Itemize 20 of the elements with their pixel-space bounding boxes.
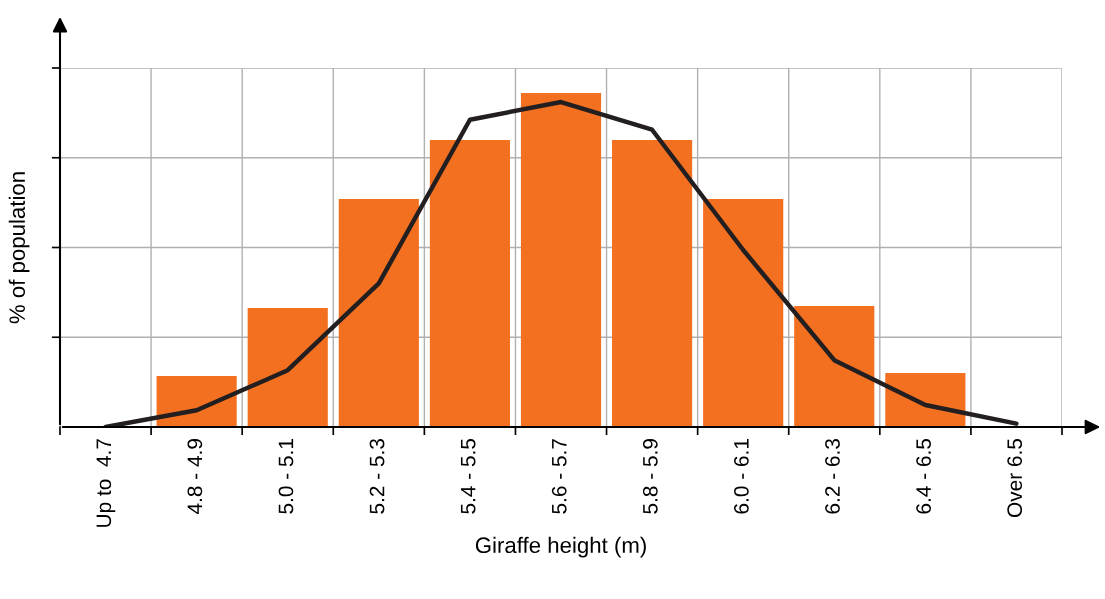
bar <box>703 198 784 427</box>
bar <box>520 93 602 427</box>
bar <box>612 140 693 427</box>
bar <box>794 306 875 427</box>
x-tick-label: 5.0 - 5.1 <box>278 439 294 514</box>
x-tick-label: 5.4 - 5.5 <box>460 438 476 514</box>
x-tick-label: Up to 4.7 <box>96 439 116 527</box>
x-tick-label: 6.2 - 6.3 <box>825 439 840 514</box>
x-tick-label: 6.4 - 6.5 <box>916 438 931 514</box>
x-tick-label: 5.2 - 5.3 <box>369 439 385 514</box>
x-tick-label: 6.0 - 6.1 <box>734 439 749 514</box>
bar <box>247 308 328 427</box>
bar <box>338 198 419 427</box>
y-axis-title: % of population <box>8 172 30 324</box>
x-tick-label: 4.8 - 4.9 <box>187 439 203 515</box>
x-axis-title: Giraffe height (m) <box>475 536 646 558</box>
x-tick-label: Over 6.5 <box>1007 438 1023 518</box>
bar <box>429 140 510 427</box>
x-tick-label: 5.8 - 5.9 <box>642 439 658 514</box>
x-tick-label: 5.6 - 5.7 <box>551 439 567 514</box>
